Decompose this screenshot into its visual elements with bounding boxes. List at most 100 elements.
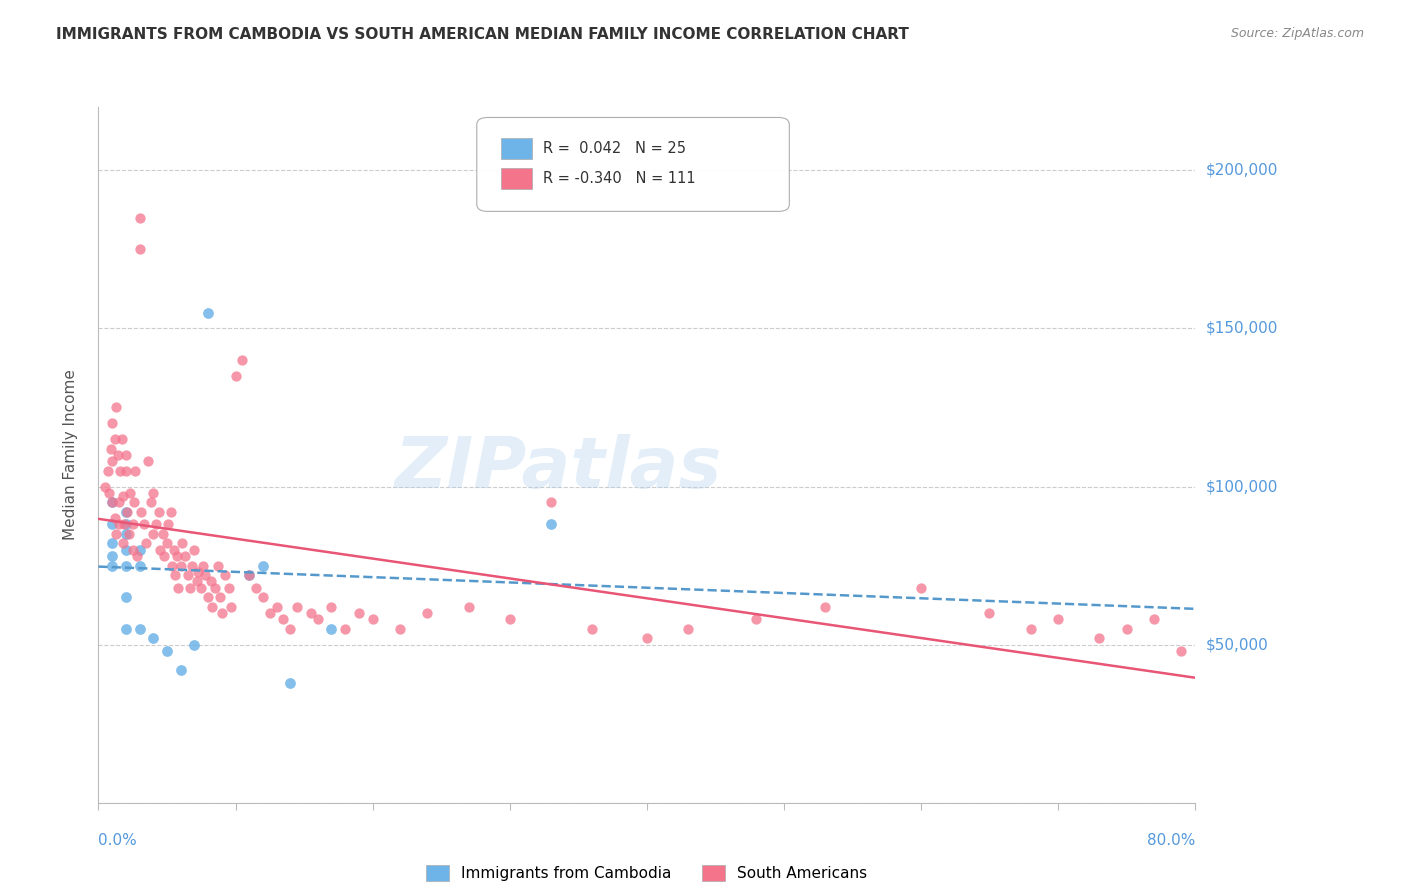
Point <box>94 479 117 493</box>
Point <box>285 599 308 614</box>
Point <box>1088 632 1111 646</box>
Text: $150,000: $150,000 <box>1206 321 1278 336</box>
Point <box>321 622 343 636</box>
Point <box>1115 622 1137 636</box>
Point <box>814 599 837 614</box>
Point <box>101 495 124 509</box>
Point <box>121 542 143 557</box>
Point <box>121 517 143 532</box>
Point <box>745 612 768 626</box>
Point <box>108 495 131 509</box>
Point <box>114 517 136 532</box>
Point <box>118 486 141 500</box>
Point <box>125 549 148 563</box>
Text: 80.0%: 80.0% <box>1147 833 1195 848</box>
Point <box>388 622 412 636</box>
FancyBboxPatch shape <box>477 118 789 211</box>
Point <box>97 464 120 478</box>
Point <box>540 517 562 532</box>
Point <box>165 568 187 582</box>
Point <box>112 489 135 503</box>
Point <box>160 505 183 519</box>
Point <box>115 448 138 462</box>
Point <box>115 517 138 532</box>
Point <box>101 495 124 509</box>
Point <box>101 536 124 550</box>
Point <box>204 581 226 595</box>
Point <box>273 612 295 626</box>
Point <box>142 632 165 646</box>
Point <box>128 622 150 636</box>
Point <box>676 622 699 636</box>
Point <box>238 568 260 582</box>
Text: R = -0.340   N = 111: R = -0.340 N = 111 <box>543 171 695 186</box>
Point <box>179 581 201 595</box>
Point <box>252 558 274 573</box>
Point <box>101 517 124 532</box>
Point <box>347 606 370 620</box>
Text: ZIPatlas: ZIPatlas <box>395 434 723 503</box>
Point <box>979 606 1001 620</box>
Point <box>107 448 129 462</box>
Point <box>110 464 132 478</box>
Point <box>225 368 247 383</box>
Point <box>149 542 172 557</box>
Point <box>115 527 138 541</box>
Point <box>167 581 190 595</box>
Point <box>252 591 274 605</box>
Point <box>163 542 186 557</box>
Point <box>1019 622 1042 636</box>
Point <box>1046 612 1070 626</box>
Text: 0.0%: 0.0% <box>98 833 138 848</box>
Text: Source: ZipAtlas.com: Source: ZipAtlas.com <box>1230 27 1364 40</box>
Point <box>101 417 124 431</box>
Point <box>152 527 174 541</box>
Point <box>581 622 603 636</box>
Point <box>115 591 138 605</box>
Point <box>207 558 229 573</box>
Point <box>122 495 145 509</box>
Point <box>128 211 150 225</box>
Point <box>245 581 267 595</box>
Point <box>156 536 179 550</box>
Point <box>111 432 134 446</box>
Point <box>499 612 522 626</box>
Point <box>238 568 260 582</box>
Point <box>101 454 124 468</box>
Point <box>183 638 205 652</box>
Point <box>910 581 932 595</box>
Point <box>124 464 146 478</box>
Point <box>112 536 135 550</box>
Point <box>148 505 170 519</box>
Point <box>132 517 155 532</box>
Point <box>636 632 658 646</box>
Point <box>259 606 281 620</box>
Point <box>115 558 138 573</box>
Point <box>156 644 179 658</box>
Point <box>105 401 128 415</box>
Point <box>145 517 167 532</box>
Point <box>187 565 209 579</box>
Point <box>266 599 288 614</box>
Point <box>142 527 165 541</box>
Text: $100,000: $100,000 <box>1206 479 1278 494</box>
Point <box>457 599 479 614</box>
Point <box>108 517 131 532</box>
Point <box>321 599 343 614</box>
Point <box>197 591 219 605</box>
Point <box>115 622 138 636</box>
Point <box>183 542 205 557</box>
Point <box>170 536 193 550</box>
Point <box>307 612 329 626</box>
Point <box>1170 644 1192 658</box>
Point <box>170 663 193 677</box>
Point <box>209 591 232 605</box>
Point <box>197 305 219 319</box>
Point <box>1143 612 1166 626</box>
Point <box>166 549 188 563</box>
Point <box>115 464 138 478</box>
Point <box>162 558 184 573</box>
Point <box>299 606 322 620</box>
Point <box>194 568 217 582</box>
Point <box>157 517 180 532</box>
